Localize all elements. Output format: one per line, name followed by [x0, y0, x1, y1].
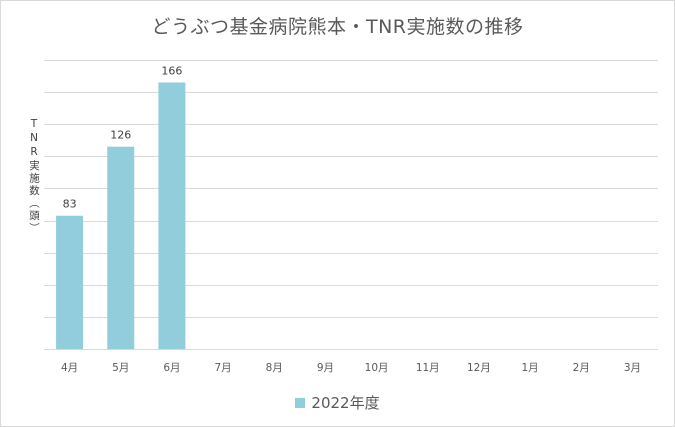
x-tick-label: 6月 — [163, 362, 180, 374]
bar — [107, 146, 135, 349]
chart-title: どうぶつ基金病院熊本・TNR実施数の推移 — [151, 16, 524, 38]
x-tick-label: 7月 — [214, 362, 231, 374]
x-tick-label: 3月 — [624, 362, 641, 374]
x-tick-label: 10月 — [365, 362, 389, 374]
data-label: 126 — [110, 129, 131, 142]
data-label: 83 — [63, 198, 77, 211]
x-tick-label: 5月 — [112, 362, 129, 374]
x-tick-label: 1月 — [521, 362, 538, 374]
x-tick-label: 4月 — [61, 362, 78, 374]
x-tick-label: 9月 — [317, 362, 334, 374]
legend-swatch — [295, 398, 306, 408]
legend-label: 2022年度 — [311, 394, 380, 412]
x-tick-label: 2月 — [573, 362, 590, 374]
bar — [56, 215, 84, 349]
data-label: 166 — [161, 64, 182, 77]
bar — [158, 82, 186, 349]
x-tick-label: 12月 — [467, 362, 491, 374]
x-tick-label: 8月 — [266, 362, 283, 374]
x-tick-label: 11月 — [416, 362, 440, 374]
legend: 2022年度 — [0, 392, 675, 413]
y-axis-label: TNR実施数（頭） — [28, 118, 40, 235]
